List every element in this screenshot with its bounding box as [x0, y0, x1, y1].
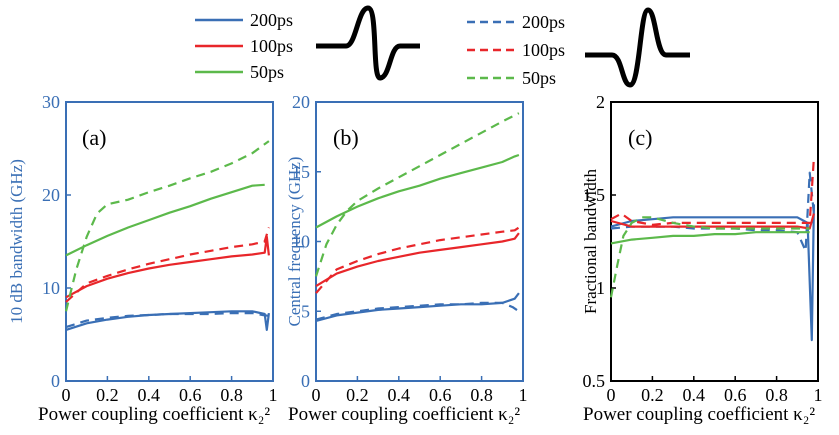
x-tick-label: 0.2 [641, 385, 664, 405]
y-axis-label: Fractional bandwidth [581, 169, 600, 314]
y-tick-label: 30 [42, 92, 60, 112]
x-tick-label: 0 [62, 385, 71, 405]
y-tick-label: 0 [51, 371, 60, 391]
series-line-green-solid [610, 231, 810, 245]
y-tick-label: 2 [596, 92, 605, 112]
x-tick-label: 0.6 [429, 385, 452, 405]
series-line-green-dashed [64, 140, 270, 312]
x-tick-label: 1 [519, 385, 528, 405]
x-axis-label: Power coupling coefficient κ₂² [583, 404, 815, 425]
legend-dashed: 200ps 100ps 50ps [467, 7, 690, 88]
series-line-green-solid [315, 153, 520, 229]
y-tick-label: 0.5 [583, 371, 606, 391]
series-line-red-dashed [610, 157, 815, 226]
legend-label-dashed-100ps: 100ps [522, 40, 565, 60]
series-line-red-dashed [315, 226, 520, 294]
series-line-red-solid [610, 213, 815, 230]
pulse-shape-odd-icon [316, 5, 420, 81]
y-tick-label: 0 [301, 371, 310, 391]
series-line-blue-dashed [315, 301, 520, 321]
x-tick-label: 1 [814, 385, 823, 405]
y-tick-label: 5 [301, 301, 310, 321]
series-line-green-dashed [314, 112, 520, 277]
series-line-red-solid [315, 232, 520, 288]
x-tick-label: 0 [312, 385, 321, 405]
x-tick-label: 0.6 [179, 385, 202, 405]
y-tick-label: 1.5 [583, 185, 606, 205]
x-tick-label: 0.4 [138, 385, 161, 405]
x-axis-label: Power coupling coefficient κ₂² [38, 404, 270, 425]
x-tick-label: 0.8 [470, 385, 493, 405]
x-tick-label: 0.6 [724, 385, 747, 405]
chart-panel-b: 0 5 10 15 20 0 0.2 0.4 0.6 0.8 1 (b) Central frequen… [285, 92, 528, 425]
x-tick-label: 0.4 [388, 385, 411, 405]
x-tick-label: 0.8 [220, 385, 243, 405]
y-axis-label: Central frequency (GHz) [285, 157, 304, 327]
y-tick-label: 1 [596, 278, 605, 298]
x-tick-label: 0 [607, 385, 616, 405]
legend-label-solid-200ps: 200ps [250, 10, 293, 30]
x-tick-label: 0.4 [683, 385, 706, 405]
legend-label-solid-50ps: 50ps [250, 62, 284, 82]
panel-label: (c) [628, 125, 652, 150]
legend-label-solid-100ps: 100ps [250, 36, 293, 56]
axes-frame [65, 101, 274, 382]
x-tick-label: 0.2 [96, 385, 119, 405]
chart-panel-c: 0.5 1 1.5 2 0 0.2 0.4 0.6 0.8 1 (c) Fractional band… [581, 92, 823, 425]
legend-label-dashed-50ps: 50ps [522, 68, 556, 88]
y-tick-label: 10 [42, 278, 60, 298]
legend-label-dashed-200ps: 200ps [522, 12, 565, 32]
series-line-red-dashed [65, 227, 270, 303]
y-axis-label: 10 dB bandwidth (GHz) [7, 159, 26, 324]
x-tick-label: 0.8 [765, 385, 788, 405]
series-line-blue-solid [315, 292, 520, 323]
axes-frame [610, 101, 819, 382]
panel-label: (b) [333, 125, 359, 150]
series-line-green-solid [65, 183, 265, 257]
y-tick-label: 15 [292, 162, 310, 182]
y-tick-label: 20 [42, 185, 60, 205]
pulse-shape-even-icon [585, 7, 690, 88]
legend-solid: 200ps 100ps 50ps [195, 5, 420, 82]
series-line-red-solid [65, 235, 270, 299]
series-line-green-dashed [609, 216, 810, 298]
chart-panel-a: 0 10 20 30 0 0.2 0.4 0.6 0.8 1 (a) 10 dB bandwidth … [7, 92, 278, 425]
x-tick-label: 1 [269, 385, 278, 405]
x-tick-label: 0.2 [346, 385, 369, 405]
y-tick-label: 20 [292, 92, 310, 112]
x-axis-label: Power coupling coefficient κ₂² [288, 404, 520, 425]
y-tick-label: 10 [292, 232, 310, 252]
series-line-blue-solid [610, 204, 815, 342]
panel-label: (a) [82, 125, 106, 150]
